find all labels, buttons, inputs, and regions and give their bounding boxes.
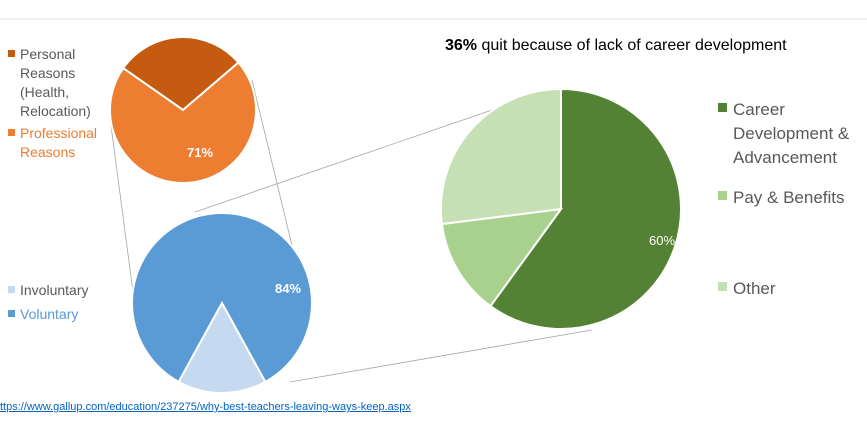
pie-slice-other [440,87,562,226]
legend-label: Reasons [20,144,76,160]
legend-swatch [718,103,727,112]
pie-slice-voluntary [131,212,313,384]
legend-label: Involuntary [20,282,89,298]
legend-item-pay: Pay & Benefits [718,186,849,210]
legend-label: Voluntary [20,306,79,322]
legend-swatch [8,286,15,293]
title-text: quit because of lack of career developme… [481,37,787,54]
pie-slice-pay-benefits [440,207,564,308]
legend-label: Relocation) [20,103,91,119]
legend-swatch [8,129,15,136]
connector-line [289,329,593,383]
legend-label: Personal [20,46,76,62]
data-label: 71% [187,145,213,160]
data-label: 60% [649,233,675,248]
legend-label: Reasons [20,65,76,81]
legend-item-professional: Professional [8,124,97,143]
legend-item-personal: Personal [8,45,97,64]
source-link[interactable]: ttps://www.gallup.com/education/237275/w… [0,401,411,413]
legend-label: Advancement [733,148,837,167]
legend-item-voluntary: Voluntary [8,305,88,324]
legend-swatch [8,50,15,57]
pie-slice-personal-reasons-health-relocation- [121,36,240,112]
legend-item-other: Other [718,277,849,301]
pie-slice-involuntary [177,300,267,394]
legend-item-career: Career [718,98,849,122]
legend-label: (Health, [20,84,70,100]
title-bold: 36% [445,37,478,54]
pie-slice-professional-reasons [109,61,257,184]
pie-slice-career-development-advancement [489,87,682,330]
legend-label: Development & [733,124,850,143]
connector-line [251,79,297,263]
data-label: 84% [275,281,301,296]
legend-swatch [8,310,15,317]
legend-orange: Personal Reasons (Health, Relocation) Pr… [8,45,97,162]
legend-label: Career [733,100,785,119]
legend-item-involuntary: Involuntary [8,281,88,300]
connector-line [109,117,134,293]
legend-label: Professional [20,125,98,141]
legend-swatch [718,191,727,200]
legend-green: Career Development & Advancement Pay & B… [718,98,849,301]
legend-label: Pay & Benefits [733,188,845,207]
legend-blue: Involuntary Voluntary [8,281,88,324]
chart-title: 36% quit because of lack of career devel… [445,37,787,55]
legend-swatch [718,282,727,291]
top-divider [0,18,867,20]
legend-label: Other [733,279,776,298]
